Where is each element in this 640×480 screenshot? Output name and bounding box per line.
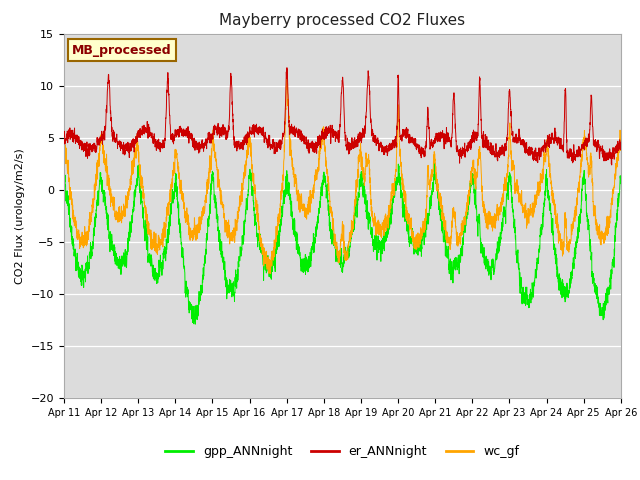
Legend: gpp_ANNnight, er_ANNnight, wc_gf: gpp_ANNnight, er_ANNnight, wc_gf xyxy=(161,440,524,463)
Title: Mayberry processed CO2 Fluxes: Mayberry processed CO2 Fluxes xyxy=(220,13,465,28)
Text: MB_processed: MB_processed xyxy=(72,44,172,57)
Y-axis label: CO2 Flux (urology/m2/s): CO2 Flux (urology/m2/s) xyxy=(15,148,25,284)
